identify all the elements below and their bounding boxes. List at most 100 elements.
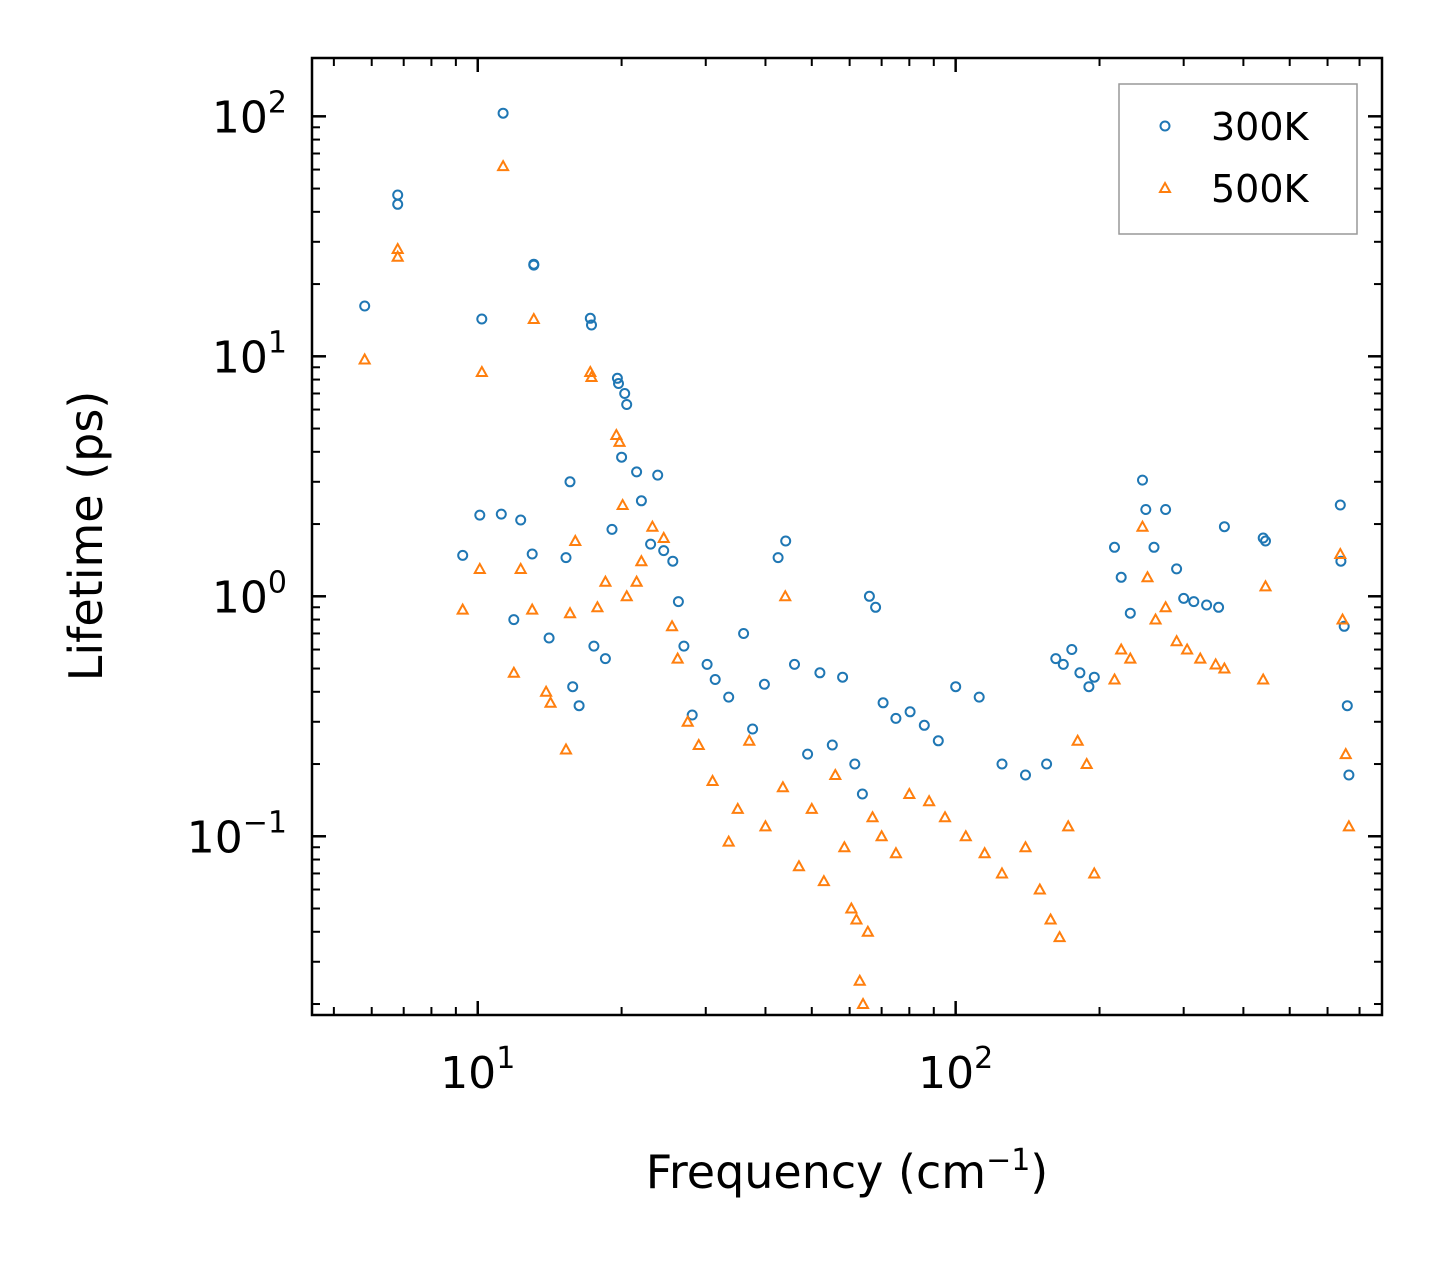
point-300k: [950, 681, 962, 693]
point-300k: [526, 548, 538, 560]
y-tick-base: 10: [212, 92, 268, 143]
point-500k: [1070, 733, 1085, 746]
point-300k: [528, 259, 540, 271]
x-tick-label: 101: [440, 1041, 515, 1099]
point-300k: [1148, 541, 1160, 553]
legend-label-300k: 300K: [1211, 105, 1310, 149]
point-500k: [473, 561, 487, 574]
point-300k: [802, 748, 814, 760]
point-300k: [814, 667, 826, 679]
point-300k: [1218, 521, 1230, 533]
point-300k: [1050, 653, 1062, 665]
point-300k: [890, 712, 902, 724]
point-500k: [853, 973, 867, 986]
point-300k: [359, 300, 371, 312]
point-300k: [457, 549, 469, 561]
point-300k: [856, 788, 868, 800]
point-500k: [977, 846, 992, 859]
point-500k: [1256, 672, 1270, 685]
point-500k: [539, 684, 553, 697]
minor-ticks: [312, 58, 1382, 1015]
point-500k: [889, 846, 903, 859]
x-tick-exponent: 1: [496, 1041, 515, 1076]
point-300k: [560, 552, 572, 564]
point-300k: [495, 508, 507, 520]
point-300k: [904, 706, 916, 718]
point-300k: [645, 538, 657, 550]
point-500k: [805, 801, 819, 814]
point-300k: [652, 469, 664, 481]
point-300k: [1338, 620, 1350, 632]
x-axis-label-superscript: −1: [986, 1143, 1030, 1178]
point-500k: [776, 780, 790, 793]
point-500k: [844, 901, 859, 914]
point-300k: [658, 545, 670, 557]
y-tick-exponent: 2: [268, 85, 287, 120]
point-300k: [1188, 596, 1200, 608]
point-300k: [1124, 607, 1136, 619]
point-500k: [507, 665, 521, 678]
point-500k: [629, 574, 644, 587]
point-300k: [1057, 658, 1069, 670]
point-500k: [874, 829, 889, 842]
point-300k: [392, 198, 404, 210]
point-500k: [742, 733, 756, 746]
series-500k: [357, 159, 1356, 1010]
point-500k: [1180, 642, 1194, 655]
point-500k: [1335, 612, 1350, 625]
x-axis-label-main: Frequency (cm: [646, 1145, 986, 1199]
point-500k: [1061, 819, 1075, 832]
point-500k: [563, 606, 577, 619]
point-500k: [1123, 651, 1138, 664]
point-500k: [1258, 579, 1273, 592]
point-500k: [1140, 570, 1155, 583]
point-500k: [817, 874, 831, 887]
point-500k: [1169, 634, 1184, 647]
point-300k: [738, 628, 750, 639]
point-500k: [568, 533, 582, 546]
point-300k: [877, 697, 889, 709]
point-500k: [615, 497, 630, 511]
point-300k: [474, 509, 486, 521]
y-tick-exponent: 1: [268, 325, 287, 360]
point-300k: [1083, 681, 1095, 693]
point-300k: [789, 658, 800, 670]
point-500k: [778, 589, 792, 602]
point-300k: [1260, 535, 1271, 547]
point-300k: [1088, 671, 1100, 683]
point-500k: [938, 810, 952, 823]
point-300k: [1201, 599, 1213, 611]
point-300k: [1171, 563, 1183, 575]
point-300k: [870, 601, 882, 613]
point-500k: [455, 602, 470, 615]
point-300k: [573, 700, 585, 712]
point-500k: [1052, 930, 1067, 943]
point-300k: [588, 640, 600, 652]
point-300k: [723, 691, 735, 703]
point-300k: [476, 313, 488, 325]
x-tick-label: 102: [918, 1041, 993, 1099]
point-500k: [1148, 612, 1163, 625]
point-300k: [1137, 474, 1148, 486]
point-500k: [1342, 819, 1356, 832]
point-300k: [918, 719, 930, 731]
point-500k: [837, 840, 852, 853]
y-tick-label: 102: [212, 85, 287, 143]
x-tick-exponent: 2: [974, 1041, 993, 1076]
point-500k: [1158, 600, 1173, 613]
x-tick-labels: 101 102: [440, 1041, 993, 1099]
point-300k: [508, 614, 520, 626]
point-300k: [567, 681, 579, 693]
point-500k: [1333, 546, 1347, 560]
point-300k: [1109, 541, 1120, 553]
point-500k: [849, 912, 864, 925]
point-500k: [590, 600, 605, 613]
y-tick-label: 100: [212, 565, 287, 623]
point-300k: [616, 451, 628, 463]
point-300k: [849, 758, 861, 770]
point-500k: [620, 589, 634, 602]
x-tick-base: 10: [918, 1048, 974, 1099]
point-500k: [1193, 651, 1207, 664]
point-300k: [606, 523, 618, 535]
